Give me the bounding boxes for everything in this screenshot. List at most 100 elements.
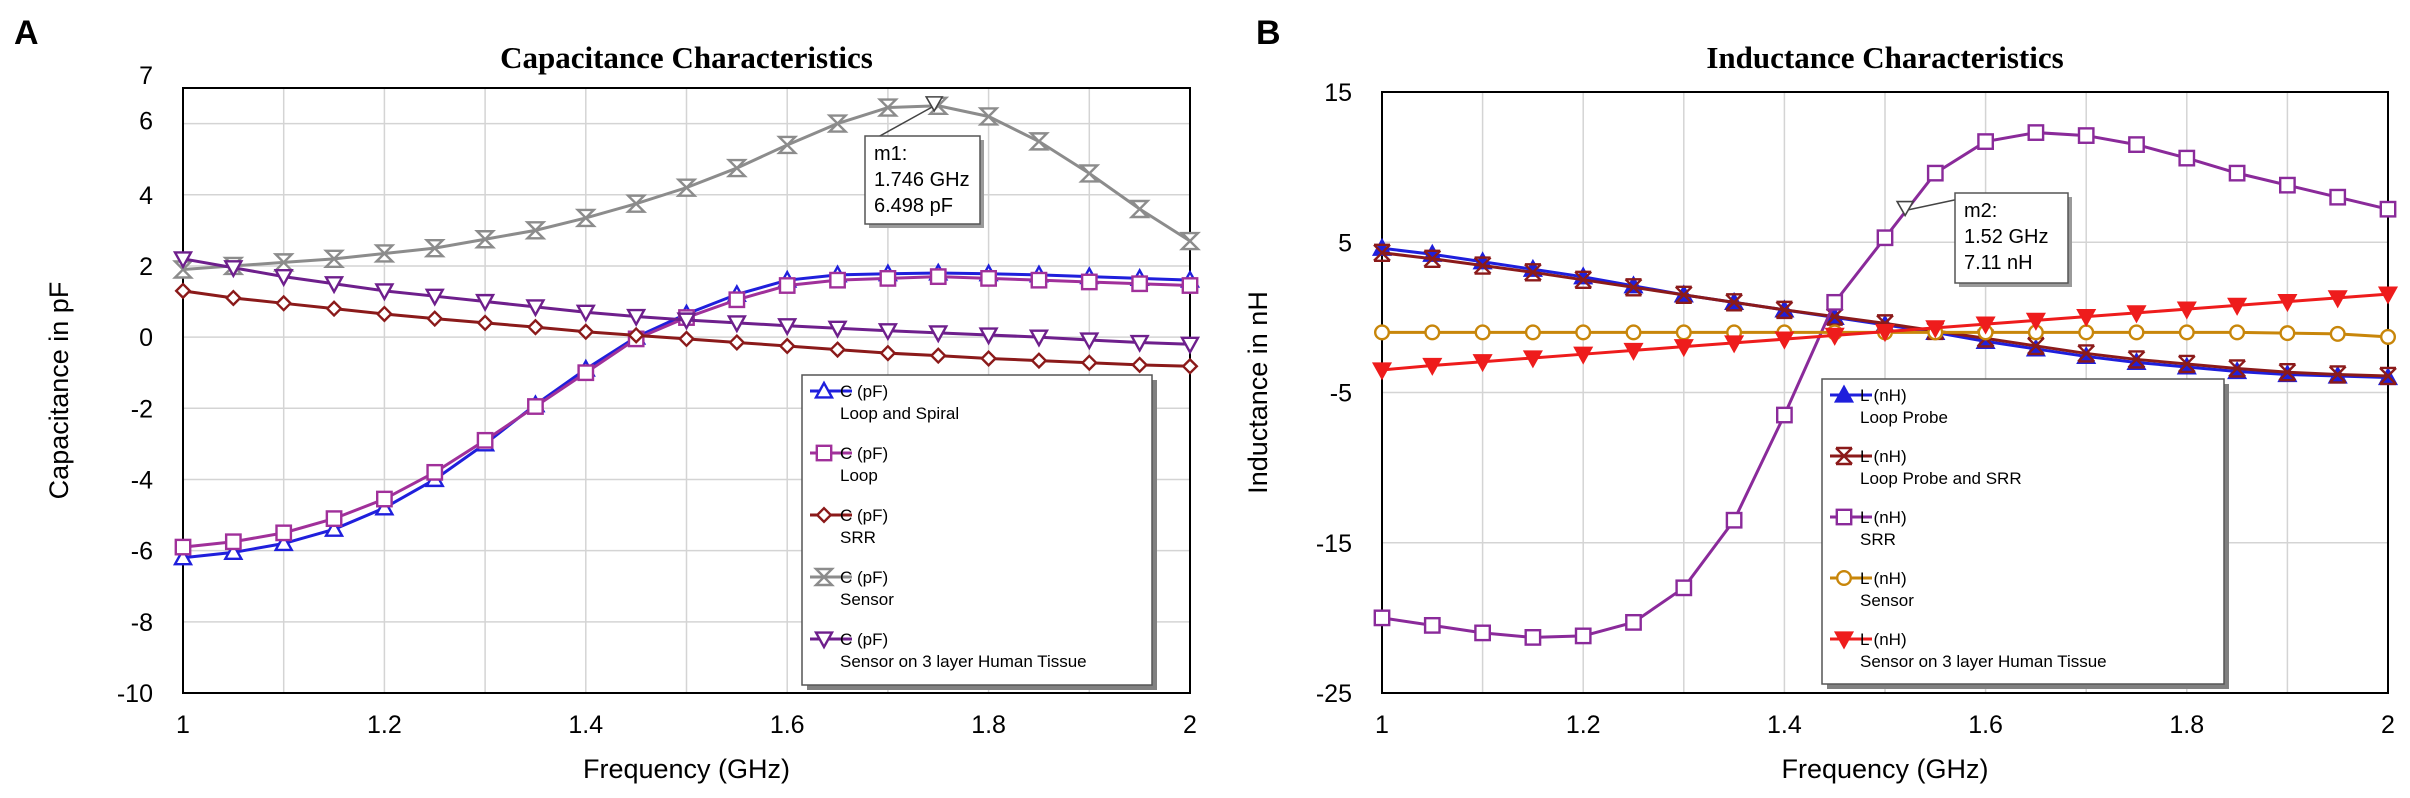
data-point bbox=[675, 178, 698, 197]
x-tick-label: 1.8 bbox=[2169, 711, 2204, 739]
plot-frame bbox=[1381, 91, 2389, 694]
legend-marker bbox=[813, 380, 835, 399]
x-tick-label: 2 bbox=[1183, 711, 1197, 739]
data-point bbox=[1574, 270, 1593, 290]
data-point bbox=[726, 315, 747, 334]
data-point bbox=[929, 347, 947, 365]
data-point bbox=[1371, 362, 1393, 381]
y-tick-label: 15 bbox=[1324, 79, 1352, 107]
data-point bbox=[426, 310, 444, 328]
marker-box bbox=[864, 135, 981, 225]
data-point bbox=[877, 323, 898, 342]
data-point bbox=[1826, 293, 1844, 311]
data-point bbox=[1028, 329, 1049, 348]
x-tick-label: 1.4 bbox=[568, 711, 603, 739]
data-point bbox=[977, 107, 1000, 126]
legend-item: C (pF) Sensor bbox=[810, 567, 894, 609]
data-point bbox=[1373, 609, 1391, 627]
data-point bbox=[174, 282, 192, 300]
x-tick-label: 1.4 bbox=[1767, 711, 1802, 739]
legend-marker bbox=[1835, 570, 1852, 587]
data-point bbox=[879, 269, 897, 287]
data-point bbox=[1524, 324, 1541, 341]
y-tick-label: -4 bbox=[131, 466, 153, 494]
data-point bbox=[2279, 325, 2296, 342]
legend-series-desc: Loop and Spiral bbox=[840, 404, 959, 423]
chart-title: Inductance Characteristics bbox=[1706, 40, 2063, 75]
data-point bbox=[1474, 324, 1491, 341]
data-point bbox=[525, 299, 546, 318]
data-point bbox=[2027, 124, 2045, 141]
data-point bbox=[526, 318, 544, 336]
legend-marker bbox=[813, 631, 835, 650]
data-point bbox=[476, 314, 494, 332]
data-point bbox=[2329, 325, 2346, 342]
data-point bbox=[1028, 132, 1050, 151]
y-tick-label: -25 bbox=[1316, 680, 1352, 708]
data-point bbox=[323, 249, 345, 269]
legend-series-desc: Sensor bbox=[1860, 591, 1914, 610]
data-point bbox=[2027, 336, 2045, 356]
data-point bbox=[2227, 297, 2248, 316]
legend-series-name: L (nH) bbox=[1860, 569, 1907, 588]
data-point bbox=[373, 244, 396, 263]
data-point bbox=[577, 364, 595, 382]
legend-item: L (nH) Sensor on 3 layer Human Tissue bbox=[1830, 630, 2107, 671]
panel-letter: A bbox=[14, 14, 39, 52]
legend-series-desc: Sensor on 3 layer Human Tissue bbox=[840, 652, 1087, 671]
tick-labels: 1 1.2 1.4 1.6 1.8 2 -25 -15 -5 5 15 bbox=[1316, 79, 2395, 739]
data-point bbox=[2379, 328, 2396, 345]
tick-labels: 1 1.2 1.4 1.6 1.8 2 -10 -8 -6 -4 -2 0 2 4 6 7 bbox=[117, 62, 1197, 739]
data-point bbox=[1524, 263, 1542, 282]
data-point bbox=[224, 289, 242, 307]
x-axis-label: Frequency (GHz) bbox=[1781, 754, 1988, 784]
y-tick-label: -5 bbox=[1330, 380, 1352, 408]
legend-series-name: C (pF) bbox=[840, 444, 888, 463]
data-point bbox=[2126, 305, 2147, 324]
data-point bbox=[1977, 133, 1995, 150]
data-point bbox=[1179, 231, 1201, 251]
x-axis-label: Frequency (GHz) bbox=[583, 754, 790, 784]
data-point bbox=[725, 158, 748, 178]
data-point bbox=[1824, 327, 1845, 346]
data-point bbox=[1473, 256, 1492, 275]
data-point bbox=[778, 337, 796, 355]
data-point bbox=[1575, 324, 1592, 341]
data-point bbox=[325, 510, 343, 528]
marker-box bbox=[1954, 192, 2069, 284]
legend-series-name: L (nH) bbox=[1860, 508, 1907, 527]
x-tick-label: 1.8 bbox=[971, 711, 1006, 739]
data-point bbox=[1522, 350, 1543, 369]
data-point bbox=[1079, 332, 1100, 351]
data-point bbox=[575, 304, 596, 323]
series-loop-probe-and-srr bbox=[1373, 243, 2397, 386]
data-point bbox=[2228, 359, 2246, 378]
chart-panel-a: A Capacitance Characteristics 1 1.2 1.4 1.6 1.… bbox=[14, 14, 1201, 784]
legend-series-desc: Loop Probe bbox=[1860, 408, 1948, 427]
data-point bbox=[2126, 351, 2147, 371]
data-point bbox=[2025, 338, 2046, 357]
plot-frame bbox=[182, 87, 1191, 694]
legend-marker bbox=[813, 567, 835, 587]
data-point bbox=[1030, 352, 1048, 370]
data-point bbox=[829, 271, 846, 289]
legend-marker bbox=[815, 444, 833, 462]
legend-item: C (pF) Sensor on 3 layer Human Tissue bbox=[810, 630, 1087, 671]
legend-item: L (nH) Loop Probe and SRR bbox=[1830, 446, 2022, 488]
x-tick-label: 1 bbox=[176, 711, 190, 739]
data-point bbox=[1422, 357, 1443, 376]
data-point bbox=[2228, 164, 2246, 182]
data-point bbox=[980, 349, 998, 367]
y-tick-label: -2 bbox=[131, 395, 153, 423]
data-point bbox=[374, 283, 395, 302]
data-point bbox=[376, 490, 393, 508]
data-point bbox=[2077, 127, 2095, 144]
marker-x-value: 1.52 GHz bbox=[1964, 226, 2048, 248]
data-point bbox=[627, 326, 645, 344]
data-point bbox=[1128, 199, 1151, 219]
data-point bbox=[2277, 293, 2298, 313]
legend-series-name: C (pF) bbox=[840, 568, 888, 587]
marker-triangle-icon bbox=[1895, 200, 1915, 218]
data-point bbox=[527, 398, 544, 415]
legend-series-desc: Loop Probe and SRR bbox=[1860, 469, 2022, 488]
